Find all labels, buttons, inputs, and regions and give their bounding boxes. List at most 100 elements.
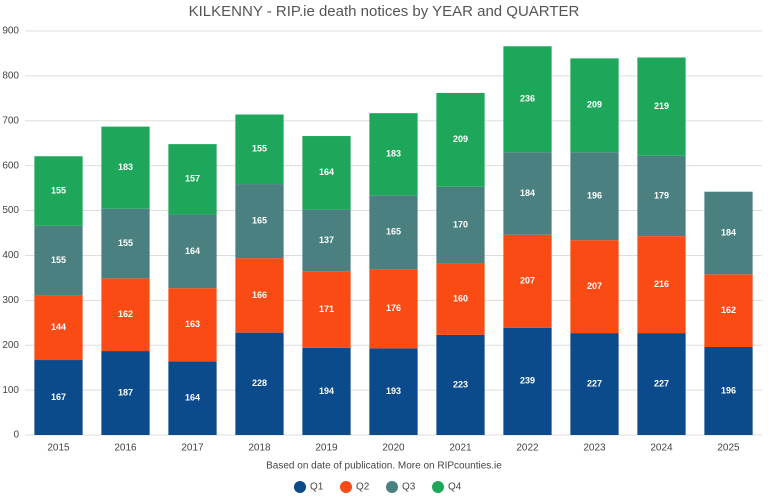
value-label: 223 xyxy=(453,379,468,389)
value-label: 164 xyxy=(185,393,200,403)
bar-segment xyxy=(369,269,418,349)
value-label: 193 xyxy=(386,386,401,396)
x-tick-label: 2024 xyxy=(650,443,673,454)
bar-segment xyxy=(101,351,150,435)
value-label: 137 xyxy=(319,235,334,245)
bar-segment xyxy=(436,334,485,435)
value-label: 216 xyxy=(654,279,669,289)
value-label: 165 xyxy=(386,227,401,237)
x-tick-label: 2022 xyxy=(516,443,539,454)
value-label: 209 xyxy=(587,100,602,110)
y-tick-label: 600 xyxy=(2,160,19,171)
value-label: 155 xyxy=(252,144,267,154)
value-label: 239 xyxy=(520,376,535,386)
value-label: 167 xyxy=(51,392,66,402)
bar-segment xyxy=(101,278,150,352)
legend-swatch xyxy=(294,481,306,493)
value-label: 183 xyxy=(386,149,401,159)
value-label: 171 xyxy=(319,304,334,314)
bar-segment xyxy=(637,236,686,334)
value-label: 184 xyxy=(520,188,535,198)
bar-segment xyxy=(503,46,552,153)
bar-segment xyxy=(168,214,217,289)
y-tick-label: 800 xyxy=(2,71,19,82)
value-label: 194 xyxy=(319,386,334,396)
x-tick-label: 2021 xyxy=(449,443,472,454)
y-tick-label: 200 xyxy=(2,340,19,351)
value-label: 163 xyxy=(185,319,200,329)
bar-segment xyxy=(570,240,619,334)
x-tick-label: 2015 xyxy=(47,443,70,454)
value-label: 184 xyxy=(721,227,736,237)
bar-segment xyxy=(704,347,753,435)
bar-segment xyxy=(704,274,753,348)
x-tick-label: 2023 xyxy=(583,443,606,454)
bar-segment xyxy=(168,144,217,215)
y-tick-label: 500 xyxy=(2,205,19,216)
value-label: 227 xyxy=(587,378,602,388)
bar-segment xyxy=(235,184,284,259)
bar-segment xyxy=(637,155,686,237)
value-label: 209 xyxy=(453,134,468,144)
y-tick-label: 100 xyxy=(2,385,19,396)
y-tick-label: 700 xyxy=(2,115,19,126)
bar-segment xyxy=(302,271,351,348)
bar-segment xyxy=(168,361,217,435)
bar-segment xyxy=(570,58,619,153)
bar-segment xyxy=(570,333,619,435)
x-tick-label: 2025 xyxy=(717,443,740,454)
x-tick-label: 2016 xyxy=(114,443,137,454)
bar-segment xyxy=(34,360,83,435)
bar-segment xyxy=(34,295,83,361)
value-label: 157 xyxy=(185,174,200,184)
value-label: 162 xyxy=(721,305,736,315)
bar-segment xyxy=(503,327,552,435)
chart-title: KILKENNY - RIP.ie death notices by YEAR … xyxy=(189,3,580,20)
value-label: 207 xyxy=(587,281,602,291)
legend-swatch xyxy=(386,481,398,493)
value-label: 196 xyxy=(587,191,602,201)
value-label: 170 xyxy=(453,219,468,229)
bar-segment xyxy=(369,348,418,435)
value-label: 144 xyxy=(51,322,66,332)
value-label: 166 xyxy=(252,290,267,300)
value-label: 183 xyxy=(118,162,133,172)
y-tick-label: 0 xyxy=(13,430,19,441)
value-label: 176 xyxy=(386,303,401,313)
bar-segment xyxy=(369,195,418,270)
legend-label: Q3 xyxy=(402,482,416,493)
value-label: 227 xyxy=(654,378,669,388)
bar-segment xyxy=(436,92,485,187)
bar-segment xyxy=(369,113,418,196)
legend-swatch xyxy=(432,481,444,493)
bar-segment xyxy=(503,234,552,328)
y-tick-label: 900 xyxy=(2,26,19,37)
value-label: 219 xyxy=(654,101,669,111)
value-label: 155 xyxy=(51,255,66,265)
bar-segment xyxy=(637,57,686,156)
bar-segment xyxy=(436,186,485,264)
bar-segment xyxy=(235,332,284,435)
x-tick-label: 2019 xyxy=(315,443,338,454)
value-label: 228 xyxy=(252,378,267,388)
value-label: 179 xyxy=(654,190,669,200)
y-tick-label: 400 xyxy=(2,250,19,261)
y-tick-label: 300 xyxy=(2,295,19,306)
value-label: 160 xyxy=(453,293,468,303)
bar-segment xyxy=(168,288,217,362)
bar-segment xyxy=(570,152,619,241)
value-label: 236 xyxy=(520,94,535,104)
bar-segment xyxy=(503,152,552,235)
bar-segment xyxy=(34,156,83,226)
bar-segment xyxy=(101,126,150,209)
x-tick-label: 2020 xyxy=(382,443,405,454)
value-label: 155 xyxy=(51,185,66,195)
bar-segment xyxy=(302,209,351,272)
bar-segment xyxy=(302,347,351,435)
value-label: 162 xyxy=(118,309,133,319)
bar-segment xyxy=(101,208,150,279)
value-label: 164 xyxy=(185,246,200,256)
bar-segment xyxy=(436,263,485,335)
legend-label: Q1 xyxy=(310,482,324,493)
